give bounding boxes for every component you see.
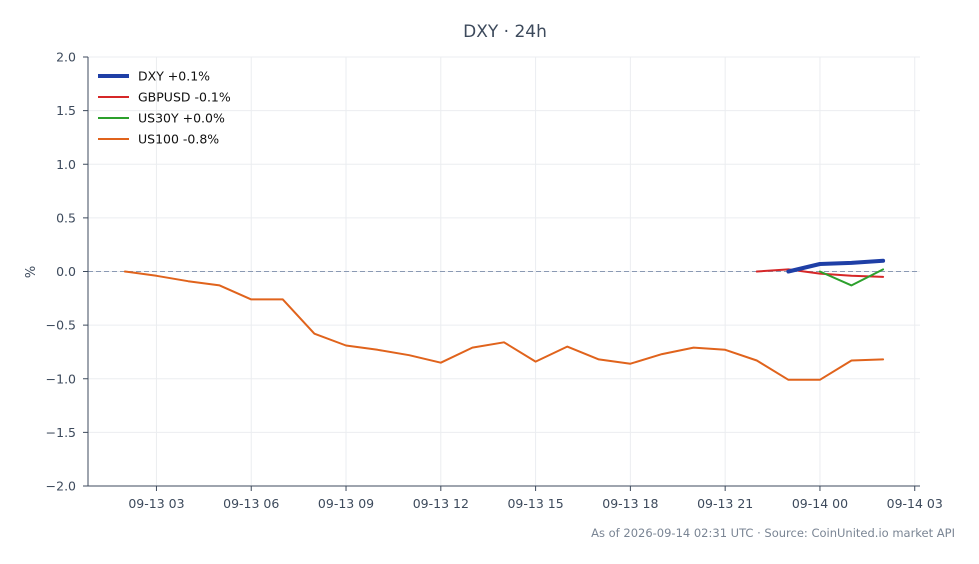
legend-label: DXY +0.1%	[138, 69, 210, 84]
y-tick-label: 0.0	[56, 264, 76, 279]
axes: 2.0 1.5 1.0 0.5 0.0 −0.5 −1.0 −1.5 −2.0 09-13 03 0…	[46, 50, 943, 512]
y-tick-label: 2.0	[56, 50, 76, 65]
x-tick-label: 09-13 06	[223, 496, 279, 511]
y-tick-label: 1.5	[56, 103, 76, 118]
x-tick-label: 09-14 03	[887, 496, 943, 511]
legend: DXY +0.1% GBPUSD -0.1% US30Y +0.0% US100 -0…	[98, 69, 231, 147]
legend-label: US100 -0.8%	[138, 132, 219, 147]
y-tick-label: −0.5	[46, 318, 76, 333]
y-tick-label: −1.5	[46, 425, 76, 440]
legend-label: US30Y +0.0%	[138, 111, 225, 126]
y-tick-label: 1.0	[56, 157, 76, 172]
x-tick-label: 09-13 18	[602, 496, 658, 511]
x-tick-label: 09-13 21	[697, 496, 753, 511]
y-tick-label: 0.5	[56, 210, 76, 225]
series-line	[755, 268, 885, 278]
x-tick-label: 09-13 03	[128, 496, 184, 511]
x-tick-label: 09-13 15	[507, 496, 563, 511]
y-tick-label: −1.0	[46, 371, 76, 386]
series-line	[123, 270, 885, 381]
x-tick-label: 09-13 12	[413, 496, 469, 511]
legend-label: GBPUSD -0.1%	[138, 90, 231, 105]
chart-title: DXY · 24h	[463, 22, 547, 42]
series-line	[818, 268, 885, 287]
series-line	[786, 258, 886, 274]
y-axis-label: %	[24, 266, 39, 278]
y-tick-label: −2.0	[46, 479, 76, 494]
x-tick-label: 09-13 09	[318, 496, 374, 511]
footer-source: As of 2026-09-14 02:31 UTC · Source: Coi…	[591, 526, 955, 540]
x-tick-label: 09-14 00	[792, 496, 848, 511]
series-lines	[123, 258, 886, 381]
